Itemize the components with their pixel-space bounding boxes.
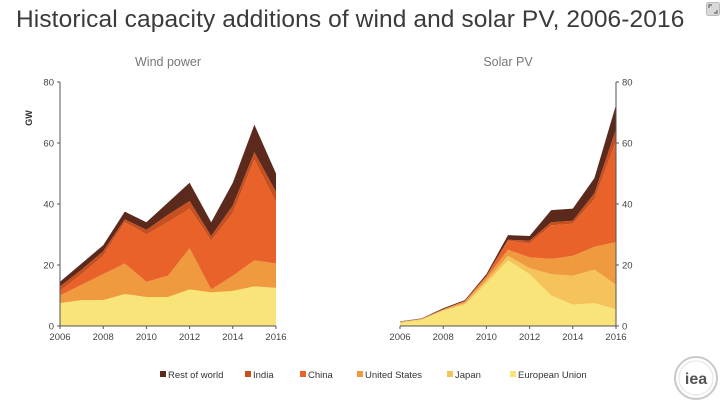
y-tick-label: 80: [622, 78, 633, 89]
y-tick-label: 0: [622, 322, 627, 333]
page-title: Historical capacity additions of wind an…: [16, 6, 685, 33]
x-tick-label: 2016: [605, 332, 626, 343]
x-tick-label: 2008: [433, 332, 454, 343]
legend-swatch: [510, 371, 516, 377]
y-tick-label: 40: [622, 200, 633, 211]
panel-title: Solar PV: [483, 55, 533, 69]
legend-swatch: [447, 371, 453, 377]
iea-logo: iea: [674, 356, 718, 400]
x-tick-label: 2012: [179, 332, 200, 343]
legend-item-european-union: European Union: [518, 370, 587, 381]
x-tick-label: 2010: [476, 332, 497, 343]
area-china: [400, 141, 616, 322]
legend-item-india: India: [253, 370, 274, 381]
area-european-union: [400, 260, 616, 326]
y-tick-label: 60: [622, 139, 633, 150]
x-tick-label: 2010: [136, 332, 157, 343]
wind-power-panel: Wind power 2006 2008 2010 2012 2014 2016 0 20 40 6…: [43, 55, 286, 343]
legend-swatch: [357, 371, 363, 377]
y-tick-label: 80: [43, 78, 54, 89]
area-united-states: [400, 242, 616, 322]
area-india: [60, 152, 276, 291]
legend-item-rest-of-world: Rest of world: [168, 370, 223, 381]
expand-icon[interactable]: [706, 2, 720, 16]
area-rest-of-world: [400, 104, 616, 322]
area-japan: [400, 255, 616, 323]
panel-title: Wind power: [135, 55, 201, 69]
area-china: [60, 159, 276, 296]
area-rest-of-world: [60, 124, 276, 287]
legend-swatch: [160, 371, 166, 377]
x-tick-label: 2008: [93, 332, 114, 343]
y-tick-label: 0: [49, 322, 54, 333]
y-tick-label: 20: [43, 261, 54, 272]
y-axis-label: GW: [24, 110, 34, 126]
legend-swatch: [245, 371, 251, 377]
legend: Rest of world India China United States Japa…: [160, 370, 587, 381]
y-tick-label: 20: [622, 261, 633, 272]
legend-swatch: [300, 371, 306, 377]
x-tick-label: 2014: [222, 332, 243, 343]
area-united-states: [60, 248, 276, 304]
legend-item-united-states: United States: [365, 370, 422, 381]
area-european-union: [60, 286, 276, 326]
y-tick-label: 60: [43, 139, 54, 150]
legend-item-china: China: [308, 370, 334, 381]
legend-item-japan: Japan: [455, 370, 481, 381]
x-tick-label: 2012: [519, 332, 540, 343]
x-tick-label: 2006: [389, 332, 410, 343]
x-tick-label: 2014: [562, 332, 583, 343]
x-tick-label: 2006: [49, 332, 70, 343]
iea-logo-text: iea: [685, 371, 707, 388]
y-tick-label: 40: [43, 200, 54, 211]
x-tick-label: 2016: [265, 332, 286, 343]
